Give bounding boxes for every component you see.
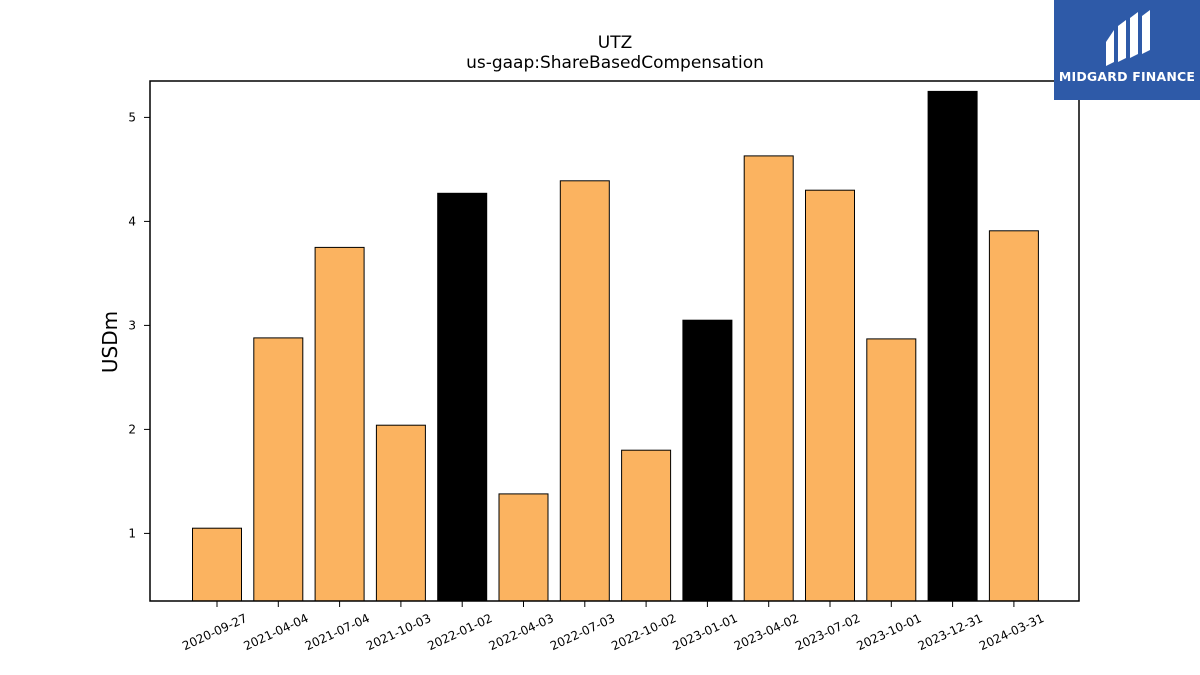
x-tick-label: 2023-01-01 xyxy=(671,611,740,653)
x-tick-label: 2022-01-02 xyxy=(425,611,494,653)
y-tick-label: 3 xyxy=(128,318,136,332)
x-tick-label: 2023-04-02 xyxy=(732,611,801,653)
x-tick-label: 2022-10-02 xyxy=(609,611,678,653)
chart-title: UTZ xyxy=(598,33,632,53)
bar-2023-10-01 xyxy=(866,338,917,602)
midgard-logo-icon xyxy=(1106,10,1150,66)
plot-frame xyxy=(149,80,1080,602)
x-tick-label: 2021-10-03 xyxy=(364,611,433,653)
bar-2022-10-02 xyxy=(621,449,672,602)
bar-2024-03-31 xyxy=(988,230,1039,602)
bar-2021-04-04 xyxy=(253,337,304,602)
x-tick-label: 2023-12-31 xyxy=(916,611,985,653)
x-tick-label: 2021-04-04 xyxy=(241,611,310,653)
x-tick-label: 2023-10-01 xyxy=(854,611,923,653)
y-tick-label: 5 xyxy=(128,110,136,124)
y-tick-label: 2 xyxy=(128,422,136,436)
x-axis-ticks: 2020-09-272021-04-042021-07-042021-10-03… xyxy=(180,601,1046,653)
y-axis-label: USDm xyxy=(98,311,122,373)
bar-2023-04-02 xyxy=(743,155,794,602)
bar-2023-07-02 xyxy=(805,189,855,602)
bar-2021-10-03 xyxy=(375,424,426,602)
brand-name: MIDGARD FINANCE xyxy=(1058,69,1196,84)
x-tick-label: 2021-07-04 xyxy=(303,611,372,653)
y-tick-label: 4 xyxy=(128,214,136,228)
x-tick-label: 2022-04-03 xyxy=(487,611,556,653)
x-tick-label: 2024-03-31 xyxy=(977,611,1046,653)
bar-2023-12-31 xyxy=(927,90,978,602)
bar-2022-07-03 xyxy=(559,180,610,602)
bar-2022-01-02 xyxy=(437,192,488,602)
y-tick-label: 1 xyxy=(128,526,136,540)
x-tick-label: 2022-07-03 xyxy=(548,611,617,653)
bar-2020-09-27 xyxy=(192,527,242,602)
bars-group xyxy=(192,90,1039,602)
x-tick-label: 2023-07-02 xyxy=(793,611,862,653)
y-axis-ticks: 1 2 3 4 5 xyxy=(128,110,150,540)
bar-2022-04-03 xyxy=(498,493,549,602)
bar-2023-01-01 xyxy=(682,319,733,602)
brand-logo: MIDGARD FINANCE xyxy=(1054,0,1200,100)
chart-subtitle: us-gaap:ShareBasedCompensation xyxy=(466,53,764,73)
bar-2021-07-04 xyxy=(314,246,365,602)
x-tick-label: 2020-09-27 xyxy=(180,611,249,653)
